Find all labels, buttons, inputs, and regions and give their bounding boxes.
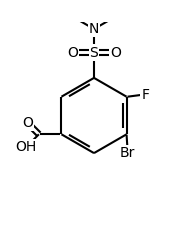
Text: N: N xyxy=(89,22,99,36)
Text: OH: OH xyxy=(16,140,37,154)
Text: S: S xyxy=(90,46,98,60)
Text: F: F xyxy=(141,88,149,102)
Text: O: O xyxy=(67,46,78,60)
Text: O: O xyxy=(110,46,121,60)
Text: Br: Br xyxy=(120,146,135,160)
Text: O: O xyxy=(22,116,33,130)
